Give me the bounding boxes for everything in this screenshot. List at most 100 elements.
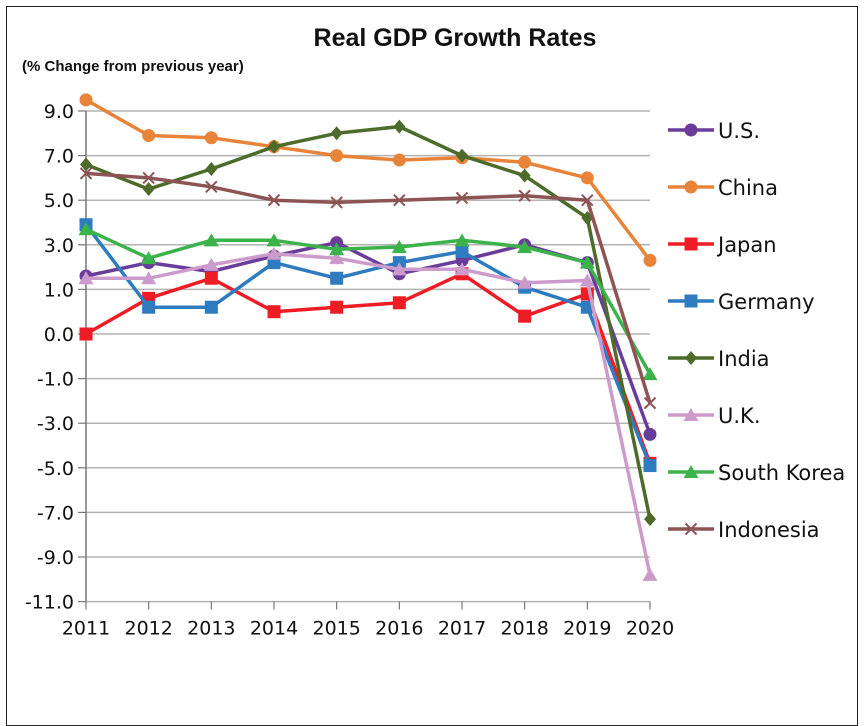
data-point-south-korea [517, 240, 533, 254]
data-point-south-korea [391, 240, 407, 254]
series-line-china [85, 98, 652, 262]
x-tick-label: 2013 [187, 618, 235, 640]
legend-item-u-s: U.S. [668, 119, 760, 143]
data-point-south-korea [203, 233, 219, 247]
data-point-south-korea [454, 233, 470, 247]
gridlines [85, 110, 650, 603]
y-tick-label: 1.0 [44, 279, 74, 301]
legend-item-indonesia: Indonesia [668, 518, 820, 542]
data-point-japan [392, 296, 406, 310]
data-point-india [644, 512, 656, 527]
data-point-u-k [329, 251, 345, 265]
y-tick-label: -11.0 [25, 592, 74, 614]
data-point-indonesia [330, 196, 343, 209]
line-chart: Real GDP Growth Rates (% Change from pre… [22, 24, 845, 640]
data-point-south-korea [579, 255, 595, 269]
data-point-u-k [454, 262, 470, 276]
data-point-u-k [141, 271, 157, 285]
legend-label: India [718, 347, 770, 371]
data-point-china [330, 149, 344, 163]
data-point-japan [330, 300, 344, 314]
series-indonesia [79, 167, 657, 410]
series-south-korea [78, 222, 658, 381]
data-point-germany [643, 459, 657, 473]
data-point-china [79, 93, 93, 107]
series-u-s [79, 236, 657, 441]
data-point-u-k [579, 273, 595, 287]
y-tick-label: -3.0 [37, 413, 74, 435]
legend-marker [684, 237, 698, 251]
series-japan [79, 267, 657, 470]
data-point-indonesia [455, 191, 469, 205]
data-point-india [456, 148, 468, 163]
data-point-china [204, 131, 218, 145]
data-point-u-k [517, 275, 533, 289]
legend: U.S. China Japan Germany India U.K. South Kore… [668, 119, 845, 542]
data-point-japan [267, 305, 281, 319]
data-point-u-k [78, 271, 94, 285]
data-point-south-korea [141, 251, 157, 265]
data-point-south-korea [642, 367, 658, 381]
data-point-indonesia [393, 193, 406, 207]
data-point-south-korea [78, 222, 94, 236]
x-axis-ticks: 2011 2012 2013 2014 2015 2016 2017 2018 2019 2020 [62, 601, 674, 640]
legend-marker [684, 294, 698, 308]
data-point-south-korea [329, 242, 345, 256]
data-point-china [392, 153, 406, 167]
series-u-k [78, 246, 658, 581]
data-point-germany [455, 244, 469, 258]
series-line-south-korea [85, 227, 652, 375]
x-tick-label: 2016 [375, 618, 423, 640]
data-point-u-k [642, 567, 658, 581]
data-point-u-k [266, 246, 282, 260]
data-point-south-korea [266, 233, 282, 247]
data-point-india [393, 119, 406, 134]
legend-marker [685, 351, 697, 365]
series-line-germany [84, 223, 652, 467]
legend-item-india: India [668, 347, 770, 371]
y-tick-label: 7.0 [44, 146, 74, 168]
y-tick-label: -5.0 [37, 458, 74, 480]
x-tick-label: 2019 [563, 618, 611, 640]
legend-label: China [718, 176, 778, 200]
y-tick-label: 0.0 [44, 324, 74, 346]
legend-item-germany: Germany [668, 290, 815, 314]
legend-label: U.S. [718, 119, 760, 143]
series-line-india [85, 124, 652, 520]
legend-marker [684, 180, 698, 194]
chart-subtitle: (% Change from previous year) [22, 58, 244, 75]
x-tick-label: 2015 [312, 618, 360, 640]
y-axis-ticks: 9.0 7.0 5.0 3.0 1.0 0.0 -1.0 -3.0 -5.0 -7.0 -9.0 -1… [25, 101, 86, 614]
x-tick-label: 2011 [62, 618, 110, 640]
legend-label: Indonesia [718, 518, 820, 542]
y-tick-label: 5.0 [44, 190, 74, 212]
series-line-japan [85, 272, 652, 464]
data-point-japan [518, 309, 532, 323]
legend-marker [683, 408, 699, 421]
x-tick-label: 2018 [500, 618, 548, 640]
legend-item-japan: Japan [668, 233, 777, 257]
y-tick-label: 9.0 [44, 101, 74, 123]
data-point-germany [204, 300, 218, 314]
series-lines [78, 93, 658, 581]
y-tick-label: -9.0 [37, 547, 74, 569]
data-point-india [518, 168, 531, 183]
chart-title: Real GDP Growth Rates [314, 24, 597, 52]
data-point-germany [142, 300, 156, 314]
x-tick-label: 2020 [626, 618, 674, 640]
x-tick-label: 2017 [438, 618, 486, 640]
series-line-indonesia [85, 171, 652, 404]
legend-marker [683, 465, 699, 478]
data-point-indonesia [79, 167, 93, 180]
data-point-indonesia [267, 193, 281, 207]
legend-item-south-korea: South Korea [668, 461, 845, 485]
data-point-japan [79, 327, 93, 341]
legend-label: Germany [718, 290, 815, 314]
data-point-china [643, 253, 657, 267]
data-point-indonesia [643, 396, 657, 410]
y-tick-label: -7.0 [37, 502, 74, 524]
legend-label: South Korea [718, 461, 845, 485]
legend-marker [684, 123, 698, 137]
data-point-indonesia [205, 180, 218, 194]
legend-marker [684, 522, 698, 536]
